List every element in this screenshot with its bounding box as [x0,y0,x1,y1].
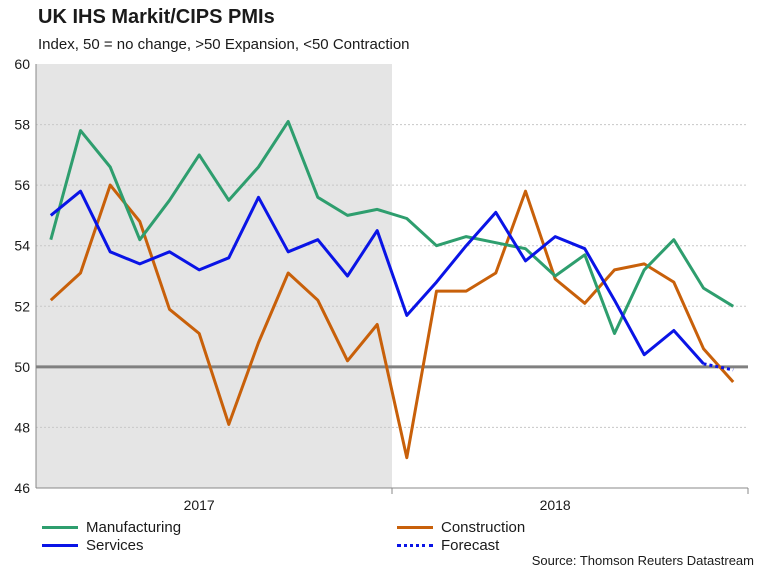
series-line-manufacturing [49,120,734,335]
legend-label-forecast: Forecast [441,537,500,554]
legend-item-construction: Construction [397,519,525,536]
x-tick-label-2017: 2017 [184,497,215,513]
series-line-construction [49,183,735,460]
y-tick-label-48: 48 [14,419,30,435]
legend-swatch-manufacturing [42,526,78,529]
x-tick-label-2018: 2018 [540,497,571,513]
chart-subtitle: Index, 50 = no change, >50 Expansion, <5… [38,36,410,53]
series-line-forecast [703,362,734,372]
legend-swatch-forecast [397,544,433,547]
y-tick-label-52: 52 [14,298,30,314]
chart-title: UK IHS Markit/CIPS PMIs [38,6,275,28]
legend-item-services: Services [42,537,144,554]
legend-swatch-construction [397,526,433,529]
legend-item-forecast: Forecast [397,537,499,554]
source-note: Source: Thomson Reuters Datastream [531,553,754,568]
legend-label-manufacturing: Manufacturing [86,519,182,536]
legend-label-services: Services [86,537,144,554]
series-line-services [49,189,705,365]
y-tick-label-58: 58 [14,117,30,133]
y-tick-label-56: 56 [14,177,30,193]
legend-swatch-services [42,544,78,547]
y-tick-label-46: 46 [14,480,30,496]
shaded-band-0 [36,64,392,488]
y-tick-label-50: 50 [14,359,30,375]
legend-item-manufacturing: Manufacturing [42,519,181,536]
y-tick-label-60: 60 [14,56,30,72]
legend-label-construction: Construction [441,519,526,536]
y-tick-label-54: 54 [14,238,30,254]
